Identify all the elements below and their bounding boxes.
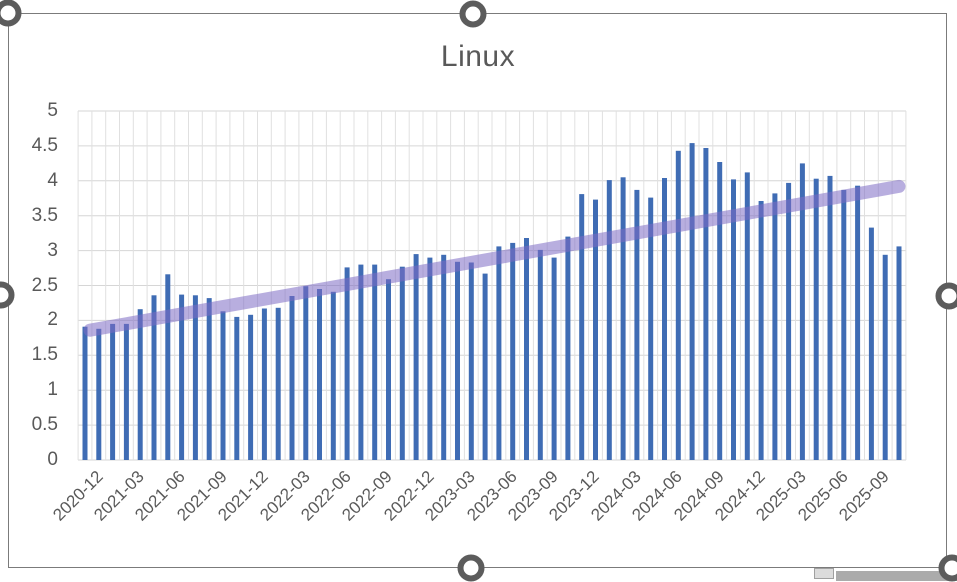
- selection-handle-bottom-center[interactable]: [458, 555, 485, 582]
- selection-handle-right-middle[interactable]: [936, 283, 957, 310]
- background-window-icon: [814, 568, 834, 579]
- selection-handle-top-center[interactable]: [460, 1, 487, 28]
- chart-object-selection-border[interactable]: [8, 13, 947, 568]
